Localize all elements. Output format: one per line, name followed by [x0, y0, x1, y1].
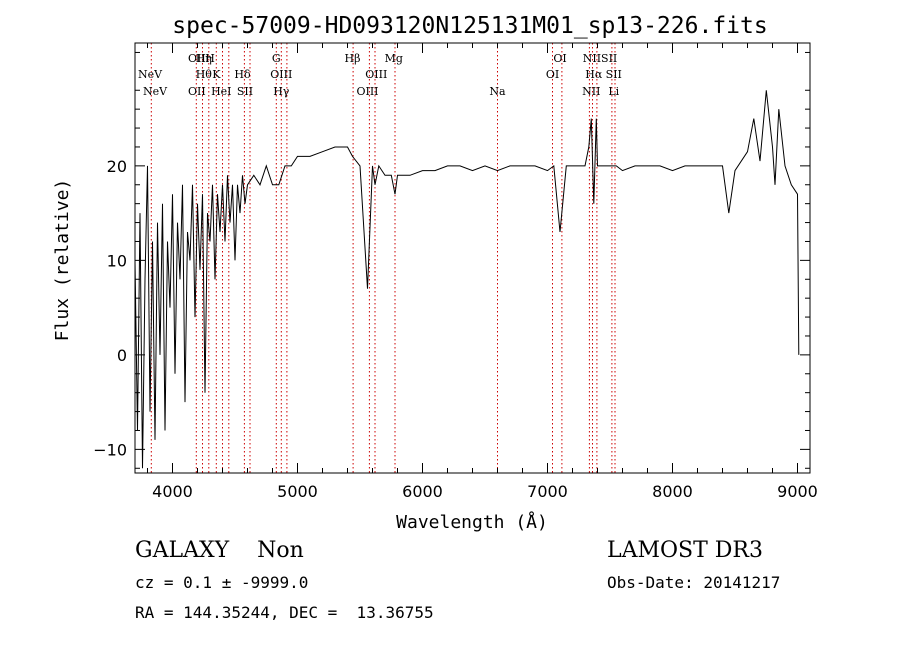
marker-label: NIISII [583, 52, 618, 65]
x-axis-label: Wavelength (Å) [396, 511, 548, 533]
marker-label: Hθ [196, 68, 213, 81]
marker-label: OII [188, 52, 206, 65]
marker-label: Hα [585, 68, 603, 81]
marker-label: OI [553, 52, 566, 65]
marker-lines [150, 43, 616, 473]
plot-frame [134, 42, 811, 474]
x-tick-label: 6000 [402, 482, 443, 501]
x-tick-label: 9000 [777, 482, 818, 501]
marker-label: SII [606, 68, 622, 81]
marker-label: Hη [196, 52, 212, 65]
marker-label: SII [237, 85, 253, 98]
marker-label: Mg [385, 52, 403, 65]
redshift-text: cz = 0.1 ± -9999.0 [135, 573, 309, 592]
x-tick-label: 7000 [527, 482, 568, 501]
marker-label: OIII [356, 85, 378, 98]
obs-date: Obs-Date: 20141217 [607, 573, 781, 592]
marker-label: Na [489, 85, 506, 98]
chart-title: spec-57009-HD093120N125131M01_sp13-226.f… [172, 13, 767, 39]
series-line-flux [134, 90, 800, 469]
survey-name: LAMOST DR3 [607, 538, 763, 563]
x-tick-label: 5000 [277, 482, 318, 501]
marker-label: Hδ [234, 68, 251, 81]
x-tick-label: 4000 [152, 482, 193, 501]
marker-label: Li [608, 85, 619, 98]
y-ticks: −10 0 10 20 [93, 51, 810, 469]
series-group [134, 90, 800, 469]
y-tick-label: −10 [93, 440, 127, 459]
y-axis-label: Flux (relative) [52, 179, 73, 342]
marker-label: NeV [138, 68, 163, 81]
marker-label: NII [582, 85, 600, 98]
marker-label: NeV [143, 85, 168, 98]
marker-label: Hγ [273, 85, 290, 98]
marker-label: OI [546, 68, 559, 81]
marker-label: OIII [270, 68, 292, 81]
y-tick-label: 0 [117, 346, 127, 365]
coordinates-text: RA = 144.35244, DEC = 13.36755 [135, 603, 434, 622]
marker-label: K [212, 68, 221, 81]
marker-label: OII [188, 85, 206, 98]
marker-label: HeI [211, 85, 231, 98]
marker-label: OIII [365, 68, 387, 81]
x-ticks: 4000 5000 6000 7000 8000 9000 [147, 43, 818, 501]
object-class: GALAXY Non [135, 538, 304, 563]
y-tick-label: 10 [107, 251, 127, 270]
x-tick-label: 8000 [652, 482, 693, 501]
marker-label: Hβ [345, 52, 361, 65]
y-tick-label: 20 [107, 157, 127, 176]
marker-label: G [272, 52, 281, 65]
marker-label: H [205, 52, 215, 65]
